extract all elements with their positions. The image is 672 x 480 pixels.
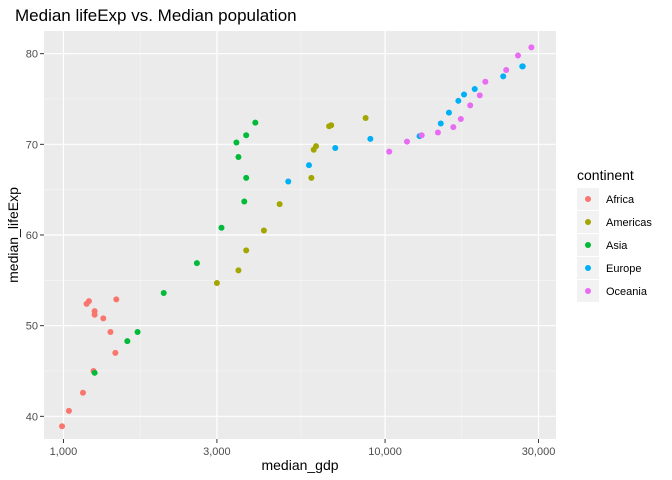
data-point-oceania <box>476 92 483 99</box>
legend-swatch-europe <box>585 265 591 271</box>
legend-label-europe: Europe <box>606 263 641 275</box>
legend-label-americas: Americas <box>606 217 652 229</box>
legend: continent Africa Americas Asia Europe Oceani… <box>577 167 652 302</box>
data-point-americas <box>308 174 315 181</box>
data-point-asia <box>241 198 248 205</box>
legend-items: Africa Americas Asia Europe Oceania <box>577 188 652 302</box>
data-point-americas <box>260 227 267 234</box>
data-point-europe <box>285 178 292 185</box>
legend-swatch-asia <box>585 242 591 248</box>
data-point-africa <box>107 329 114 336</box>
x-tick-label: 10,000 <box>368 446 402 458</box>
chart-title: Median lifeExp vs. Median population <box>15 6 297 25</box>
major-gridlines <box>44 31 556 439</box>
x-axis-ticks: 1,000 3,000 10,000 30,000 <box>50 439 556 458</box>
y-tick-label: 40 <box>26 411 38 423</box>
data-point-americas <box>243 247 250 254</box>
data-point-europe <box>305 162 312 169</box>
legend-label-asia: Asia <box>606 240 628 252</box>
data-point-oceania <box>467 102 474 109</box>
x-axis-title: median_gdp <box>261 457 338 473</box>
data-point-africa <box>65 407 72 414</box>
data-point-africa <box>91 311 98 318</box>
data-point-europe <box>332 144 339 151</box>
data-point-africa <box>112 349 119 356</box>
x-tick-label: 30,000 <box>522 446 556 458</box>
legend-swatch-africa <box>585 196 591 202</box>
data-point-oceania <box>450 124 457 131</box>
data-point-asia <box>243 174 250 181</box>
y-tick-label: 50 <box>26 321 38 333</box>
data-point-asia <box>218 224 225 231</box>
data-point-americas <box>276 201 283 208</box>
data-point-europe <box>500 73 507 80</box>
y-tick-label: 80 <box>26 49 38 61</box>
x-tick-label: 1,000 <box>50 446 78 458</box>
data-point-africa <box>85 298 92 305</box>
data-point-americas <box>362 115 369 122</box>
x-tick-label: 3,000 <box>203 446 231 458</box>
data-point-europe <box>461 91 468 98</box>
legend-swatch-americas <box>585 219 591 225</box>
data-point-europe <box>367 135 374 142</box>
data-point-oceania <box>418 132 425 139</box>
data-points <box>59 44 535 430</box>
data-point-oceania <box>457 115 464 122</box>
data-point-americas <box>310 146 317 153</box>
data-point-asia <box>252 119 259 126</box>
data-point-africa <box>59 423 66 430</box>
data-point-oceania <box>528 44 535 51</box>
data-point-europe <box>455 97 462 104</box>
data-point-europe <box>437 120 444 127</box>
data-point-asia <box>243 132 250 139</box>
y-tick-label: 70 <box>26 139 38 151</box>
data-point-asia <box>235 154 242 161</box>
data-point-asia <box>124 338 131 345</box>
data-point-europe <box>471 86 478 93</box>
data-point-oceania <box>386 148 393 155</box>
data-point-europe <box>519 63 526 70</box>
y-axis-title: median_lifeExp <box>5 187 21 283</box>
y-axis-ticks: 40 50 60 70 80 <box>26 49 44 423</box>
data-point-oceania <box>403 138 410 145</box>
data-point-africa <box>79 389 86 396</box>
data-point-americas <box>213 280 220 287</box>
data-point-oceania <box>434 129 441 136</box>
data-point-americas <box>328 122 335 129</box>
legend-title: continent <box>577 167 634 183</box>
data-point-asia <box>193 260 200 267</box>
data-point-asia <box>233 139 240 146</box>
data-point-asia <box>160 290 167 297</box>
data-point-asia <box>91 369 98 376</box>
data-point-oceania <box>514 52 521 59</box>
data-point-oceania <box>482 78 489 85</box>
data-point-americas <box>235 267 242 274</box>
data-point-africa <box>113 296 120 303</box>
data-point-africa <box>100 315 107 322</box>
data-point-europe <box>445 109 452 116</box>
legend-swatch-oceania <box>585 288 591 294</box>
data-point-asia <box>134 329 141 336</box>
legend-label-oceania: Oceania <box>606 286 648 298</box>
data-point-oceania <box>503 66 510 73</box>
legend-label-africa: Africa <box>606 194 635 206</box>
y-tick-label: 60 <box>26 230 38 242</box>
